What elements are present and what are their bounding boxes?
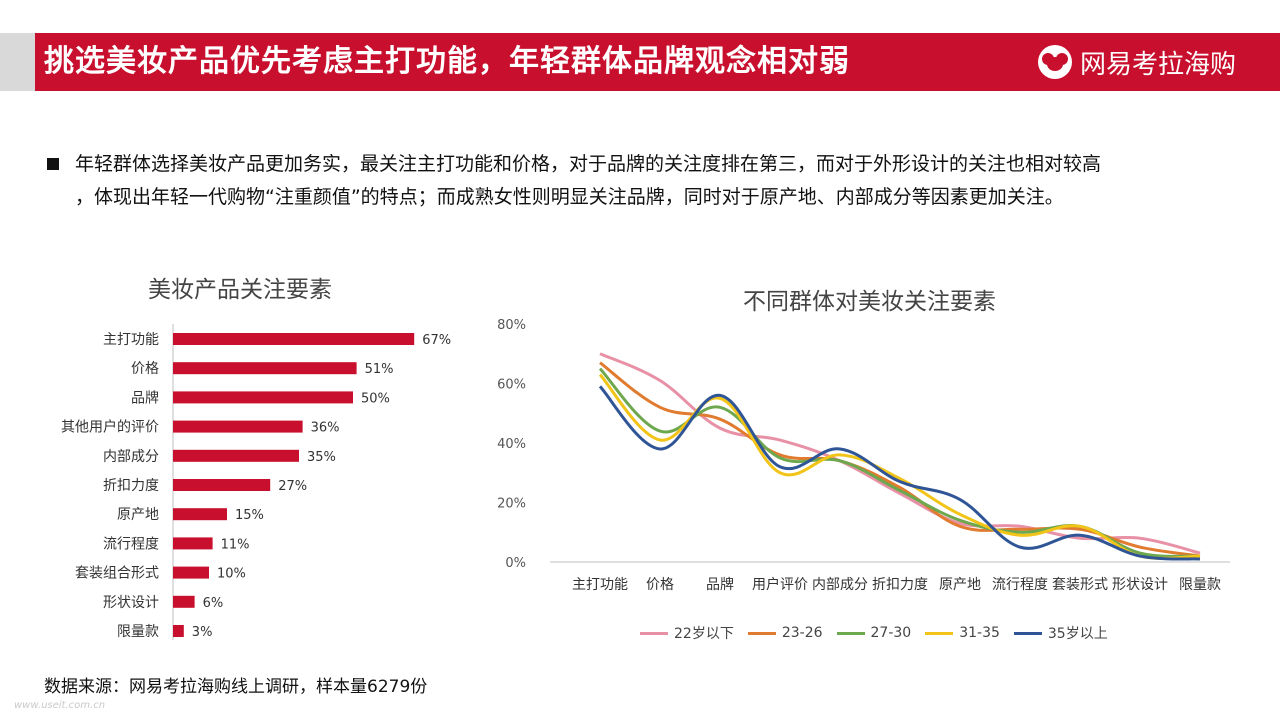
bar-category-label: 品牌 bbox=[131, 389, 159, 406]
description-line-2: ，体现出年轻一代购物“注重颜值”的特点；而成熟女性则明显关注品牌，同时对于原产地… bbox=[75, 186, 1064, 208]
x-tick-label: 用户评价 bbox=[752, 576, 808, 593]
series-line bbox=[599, 352, 1201, 555]
bar-value-label: 10% bbox=[217, 567, 246, 582]
bullet-square-icon bbox=[47, 158, 59, 170]
bar-value-label: 67% bbox=[422, 333, 451, 348]
x-tick-label: 品牌 bbox=[706, 576, 734, 593]
legend-swatch bbox=[747, 631, 776, 635]
line-chart-legend: 22岁以下 23-26 27-30 31-35 35岁以上 bbox=[640, 622, 1122, 644]
x-tick-label: 形状设计 bbox=[1112, 577, 1168, 593]
bar-value-label: 35% bbox=[307, 450, 336, 465]
legend-label: 23-26 bbox=[781, 625, 823, 641]
slide-title: 挑选美妆产品优先考虑主打功能，年轻群体品牌观念相对弱 bbox=[44, 44, 850, 79]
bar bbox=[173, 508, 227, 521]
series-line bbox=[598, 373, 1201, 560]
legend-item: 27-30 bbox=[836, 625, 912, 641]
legend-label: 22岁以下 bbox=[674, 626, 734, 642]
bar-category-label: 形状设计 bbox=[103, 595, 159, 611]
series-line bbox=[598, 385, 1201, 561]
x-tick-label: 限量款 bbox=[1179, 577, 1221, 593]
bar-category-label: 主打功能 bbox=[103, 331, 159, 348]
bar bbox=[173, 449, 299, 462]
y-tick-label: 80% bbox=[497, 318, 526, 333]
legend-swatch bbox=[925, 631, 954, 635]
x-tick-label: 价格 bbox=[646, 577, 674, 593]
bar bbox=[173, 333, 415, 345]
bar bbox=[173, 391, 353, 404]
legend-label: 27-30 bbox=[870, 625, 912, 641]
bar-category-label: 限量款 bbox=[117, 624, 159, 640]
legend-swatch bbox=[640, 631, 668, 635]
bar bbox=[173, 625, 184, 637]
bar-category-label: 价格 bbox=[131, 361, 159, 377]
x-tick-label: 套装形式 bbox=[1052, 577, 1108, 593]
brand-logo: 网易考拉海购 bbox=[1038, 44, 1236, 80]
bar-value-label: 11% bbox=[221, 537, 250, 552]
legend-item: 23-26 bbox=[747, 625, 823, 641]
legend-swatch bbox=[1013, 631, 1042, 635]
x-tick-label: 原产地 bbox=[939, 577, 981, 593]
bar-value-label: 27% bbox=[278, 479, 307, 494]
bar bbox=[173, 479, 271, 491]
bar-category-label: 内部成分 bbox=[103, 449, 159, 465]
y-tick-label: 40% bbox=[497, 437, 526, 452]
legend-swatch bbox=[836, 631, 865, 635]
y-tick-label: 60% bbox=[497, 378, 526, 393]
description-line-1: 年轻群体选择美妆产品更加务实，最关注主打功能和价格，对于品牌的关注度排在第三，而… bbox=[75, 153, 1102, 175]
data-source-note: 数据来源：网易考拉海购线上调研，样本量6279份 bbox=[44, 677, 428, 697]
y-tick-label: 20% bbox=[497, 497, 526, 512]
legend-label: 31-35 bbox=[959, 625, 1000, 641]
bar-value-label: 15% bbox=[235, 508, 264, 523]
bar-category-label: 原产地 bbox=[117, 507, 159, 523]
line-chart: 0% 20% 40% 60% 80% 主打功能 价格 品牌 用户评价 内部成分 折扣力度 原产地 流行程… bbox=[497, 318, 1230, 593]
brand-name: 网易考拉海购 bbox=[1080, 49, 1237, 80]
y-tick-label: 0% bbox=[505, 556, 526, 571]
x-tick-label: 主打功能 bbox=[572, 576, 628, 593]
legend-item: 31-35 bbox=[925, 625, 1000, 641]
bar-chart-title: 美妆产品关注要素 bbox=[148, 277, 332, 303]
x-tick-label: 折扣力度 bbox=[872, 577, 928, 593]
koala-logo-icon bbox=[1038, 45, 1072, 79]
line-chart-title: 不同群体对美妆关注要素 bbox=[743, 289, 996, 315]
bar-value-label: 50% bbox=[361, 391, 390, 406]
bar-category-label: 套装组合形式 bbox=[75, 566, 159, 582]
legend-item: 35岁以上 bbox=[1013, 623, 1108, 643]
bar-value-label: 6% bbox=[203, 596, 224, 611]
bar bbox=[173, 595, 195, 608]
bar-chart: 主打功能 67% 价格 51% 品牌 50% 其他用户的评价 36% 内部成分 35% 折扣力度 27… bbox=[61, 324, 451, 640]
description-text: 年轻群体选择美妆产品更加务实，最关注主打功能和价格，对于品牌的关注度排在第三，而… bbox=[75, 148, 1235, 214]
bar-value-label: 36% bbox=[311, 421, 340, 436]
x-tick-label: 流行程度 bbox=[992, 577, 1048, 593]
watermark: www.useit.com.cn bbox=[14, 700, 106, 711]
series-line bbox=[598, 367, 1201, 558]
bar-value-label: 51% bbox=[365, 362, 394, 377]
legend-label: 35岁以上 bbox=[1047, 626, 1108, 642]
x-tick-label: 内部成分 bbox=[812, 577, 868, 593]
bar-category-label: 折扣力度 bbox=[103, 478, 159, 494]
bar-category-label: 流行程度 bbox=[103, 536, 159, 552]
bar-value-label: 3% bbox=[192, 625, 213, 640]
legend-item: 22岁以下 bbox=[640, 623, 734, 643]
bar-category-label: 其他用户的评价 bbox=[61, 419, 159, 436]
series-line bbox=[599, 361, 1201, 558]
bar bbox=[173, 566, 209, 579]
bar bbox=[173, 362, 357, 375]
bar bbox=[173, 537, 213, 550]
bar bbox=[173, 420, 303, 433]
header-red-bar bbox=[35, 33, 1280, 91]
